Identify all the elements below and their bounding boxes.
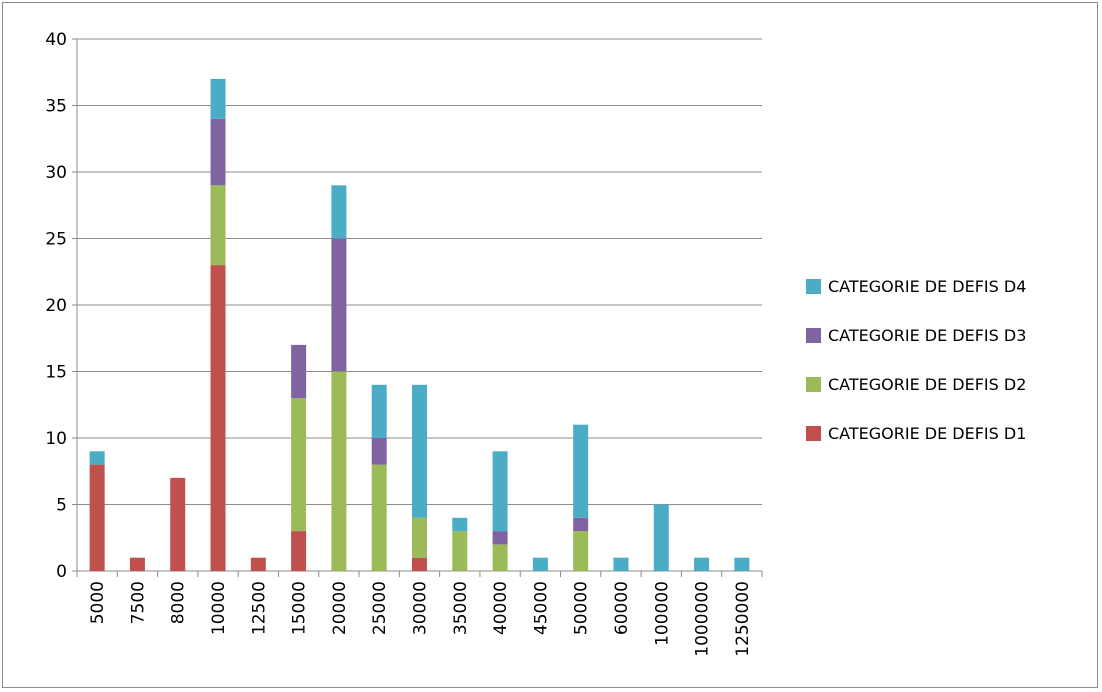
- x-tick-label: 15000: [290, 581, 310, 635]
- y-tick-label: 15: [45, 363, 67, 383]
- bar-segment-categorie-de-defis-d2: [210, 185, 226, 266]
- y-tick-label: 25: [45, 230, 67, 250]
- bar-segment-categorie-de-defis-d1: [291, 531, 307, 571]
- bar-segment-categorie-de-defis-d1: [210, 265, 226, 571]
- legend-label: CATEGORIE DE DEFIS D3: [828, 325, 1027, 345]
- y-tick-label: 0: [56, 562, 67, 582]
- bar-segment-categorie-de-defis-d4: [492, 451, 508, 532]
- bar-segment-categorie-de-defis-d3: [492, 531, 508, 545]
- bar-segment-categorie-de-defis-d4: [210, 78, 226, 119]
- bar-segment-categorie-de-defis-d3: [573, 517, 589, 532]
- bar-segment-categorie-de-defis-d4: [412, 384, 427, 518]
- y-tick-label: 30: [45, 163, 67, 183]
- y-tick-label: 10: [45, 429, 67, 449]
- legend-swatch: [806, 425, 821, 441]
- legend-item: CATEGORIE DE DEFIS D4: [806, 274, 1096, 298]
- x-tick-label: 10000: [209, 581, 229, 635]
- x-tick-label: 45000: [531, 581, 551, 635]
- bar-segment-categorie-de-defis-d4: [653, 504, 669, 571]
- legend-item: CATEGORIE DE DEFIS D3: [806, 323, 1096, 347]
- bar-segment-categorie-de-defis-d3: [331, 238, 347, 372]
- bar-segment-categorie-de-defis-d1: [250, 557, 266, 571]
- legend-item: CATEGORIE DE DEFIS D2: [806, 372, 1096, 396]
- y-tick-label: 40: [45, 30, 67, 50]
- bar-segment-categorie-de-defis-d2: [412, 517, 427, 558]
- x-tick-label: 25000: [370, 581, 390, 635]
- legend-label: CATEGORIE DE DEFIS D4: [828, 276, 1027, 296]
- bar-segment-categorie-de-defis-d1: [170, 477, 186, 571]
- bar-segment-categorie-de-defis-d2: [331, 371, 347, 571]
- bar-segment-categorie-de-defis-d1: [412, 557, 427, 571]
- bar-segment-categorie-de-defis-d4: [371, 384, 387, 438]
- legend-swatch: [806, 278, 821, 294]
- legend-item: CATEGORIE DE DEFIS D1: [806, 421, 1096, 445]
- y-tick-label: 5: [56, 496, 67, 516]
- bar-segment-categorie-de-defis-d3: [371, 438, 387, 465]
- bar-segment-categorie-de-defis-d4: [694, 557, 710, 571]
- legend: CATEGORIE DE DEFIS D4 CATEGORIE DE DEFIS …: [806, 274, 1096, 470]
- bar-segment-categorie-de-defis-d1: [89, 464, 105, 571]
- legend-swatch: [806, 376, 821, 392]
- bar-segment-categorie-de-defis-d4: [613, 557, 629, 571]
- x-tick-label: 12500: [249, 581, 269, 635]
- bar-segment-categorie-de-defis-d3: [210, 118, 226, 186]
- bar-segment-categorie-de-defis-d1: [129, 557, 145, 571]
- legend-label: CATEGORIE DE DEFIS D2: [828, 374, 1027, 394]
- x-tick-label: 50000: [572, 581, 592, 635]
- x-tick-label: 20000: [330, 581, 350, 635]
- x-tick-label: 1000000: [693, 581, 713, 657]
- legend-label: CATEGORIE DE DEFIS D1: [828, 423, 1027, 443]
- bar-segment-categorie-de-defis-d2: [573, 531, 589, 571]
- y-tick-label: 20: [45, 296, 67, 316]
- bar-segment-categorie-de-defis-d4: [573, 424, 589, 518]
- x-tick-label: 7500: [128, 581, 148, 624]
- bar-segment-categorie-de-defis-d2: [371, 464, 387, 571]
- bar-segment-categorie-de-defis-d2: [452, 531, 468, 571]
- x-tick-label: 30000: [411, 581, 431, 635]
- x-tick-label: 35000: [451, 581, 471, 635]
- bar-segment-categorie-de-defis-d4: [89, 451, 105, 465]
- x-tick-label: 60000: [612, 581, 632, 635]
- bar-segment-categorie-de-defis-d3: [291, 344, 307, 399]
- y-tick-label: 35: [45, 97, 67, 117]
- x-tick-label: 40000: [491, 581, 511, 635]
- stacked-bar-chart: 0 5 10 15 20 25 30 35 40 5000 7500 8000 10000 12500 15…: [45, 30, 763, 657]
- x-tick-label: 1250000: [733, 581, 753, 657]
- bar-segment-categorie-de-defis-d2: [291, 398, 307, 532]
- x-tick-label: 100000: [652, 581, 672, 646]
- legend-swatch: [806, 327, 821, 343]
- bar-segment-categorie-de-defis-d4: [532, 557, 548, 571]
- bar-segment-categorie-de-defis-d4: [331, 185, 347, 239]
- x-tick-label: 5000: [88, 581, 108, 624]
- bar-segment-categorie-de-defis-d4: [734, 557, 750, 571]
- bar-segment-categorie-de-defis-d4: [452, 517, 468, 532]
- bar-segment-categorie-de-defis-d2: [492, 544, 508, 571]
- x-tick-label: 8000: [169, 581, 189, 624]
